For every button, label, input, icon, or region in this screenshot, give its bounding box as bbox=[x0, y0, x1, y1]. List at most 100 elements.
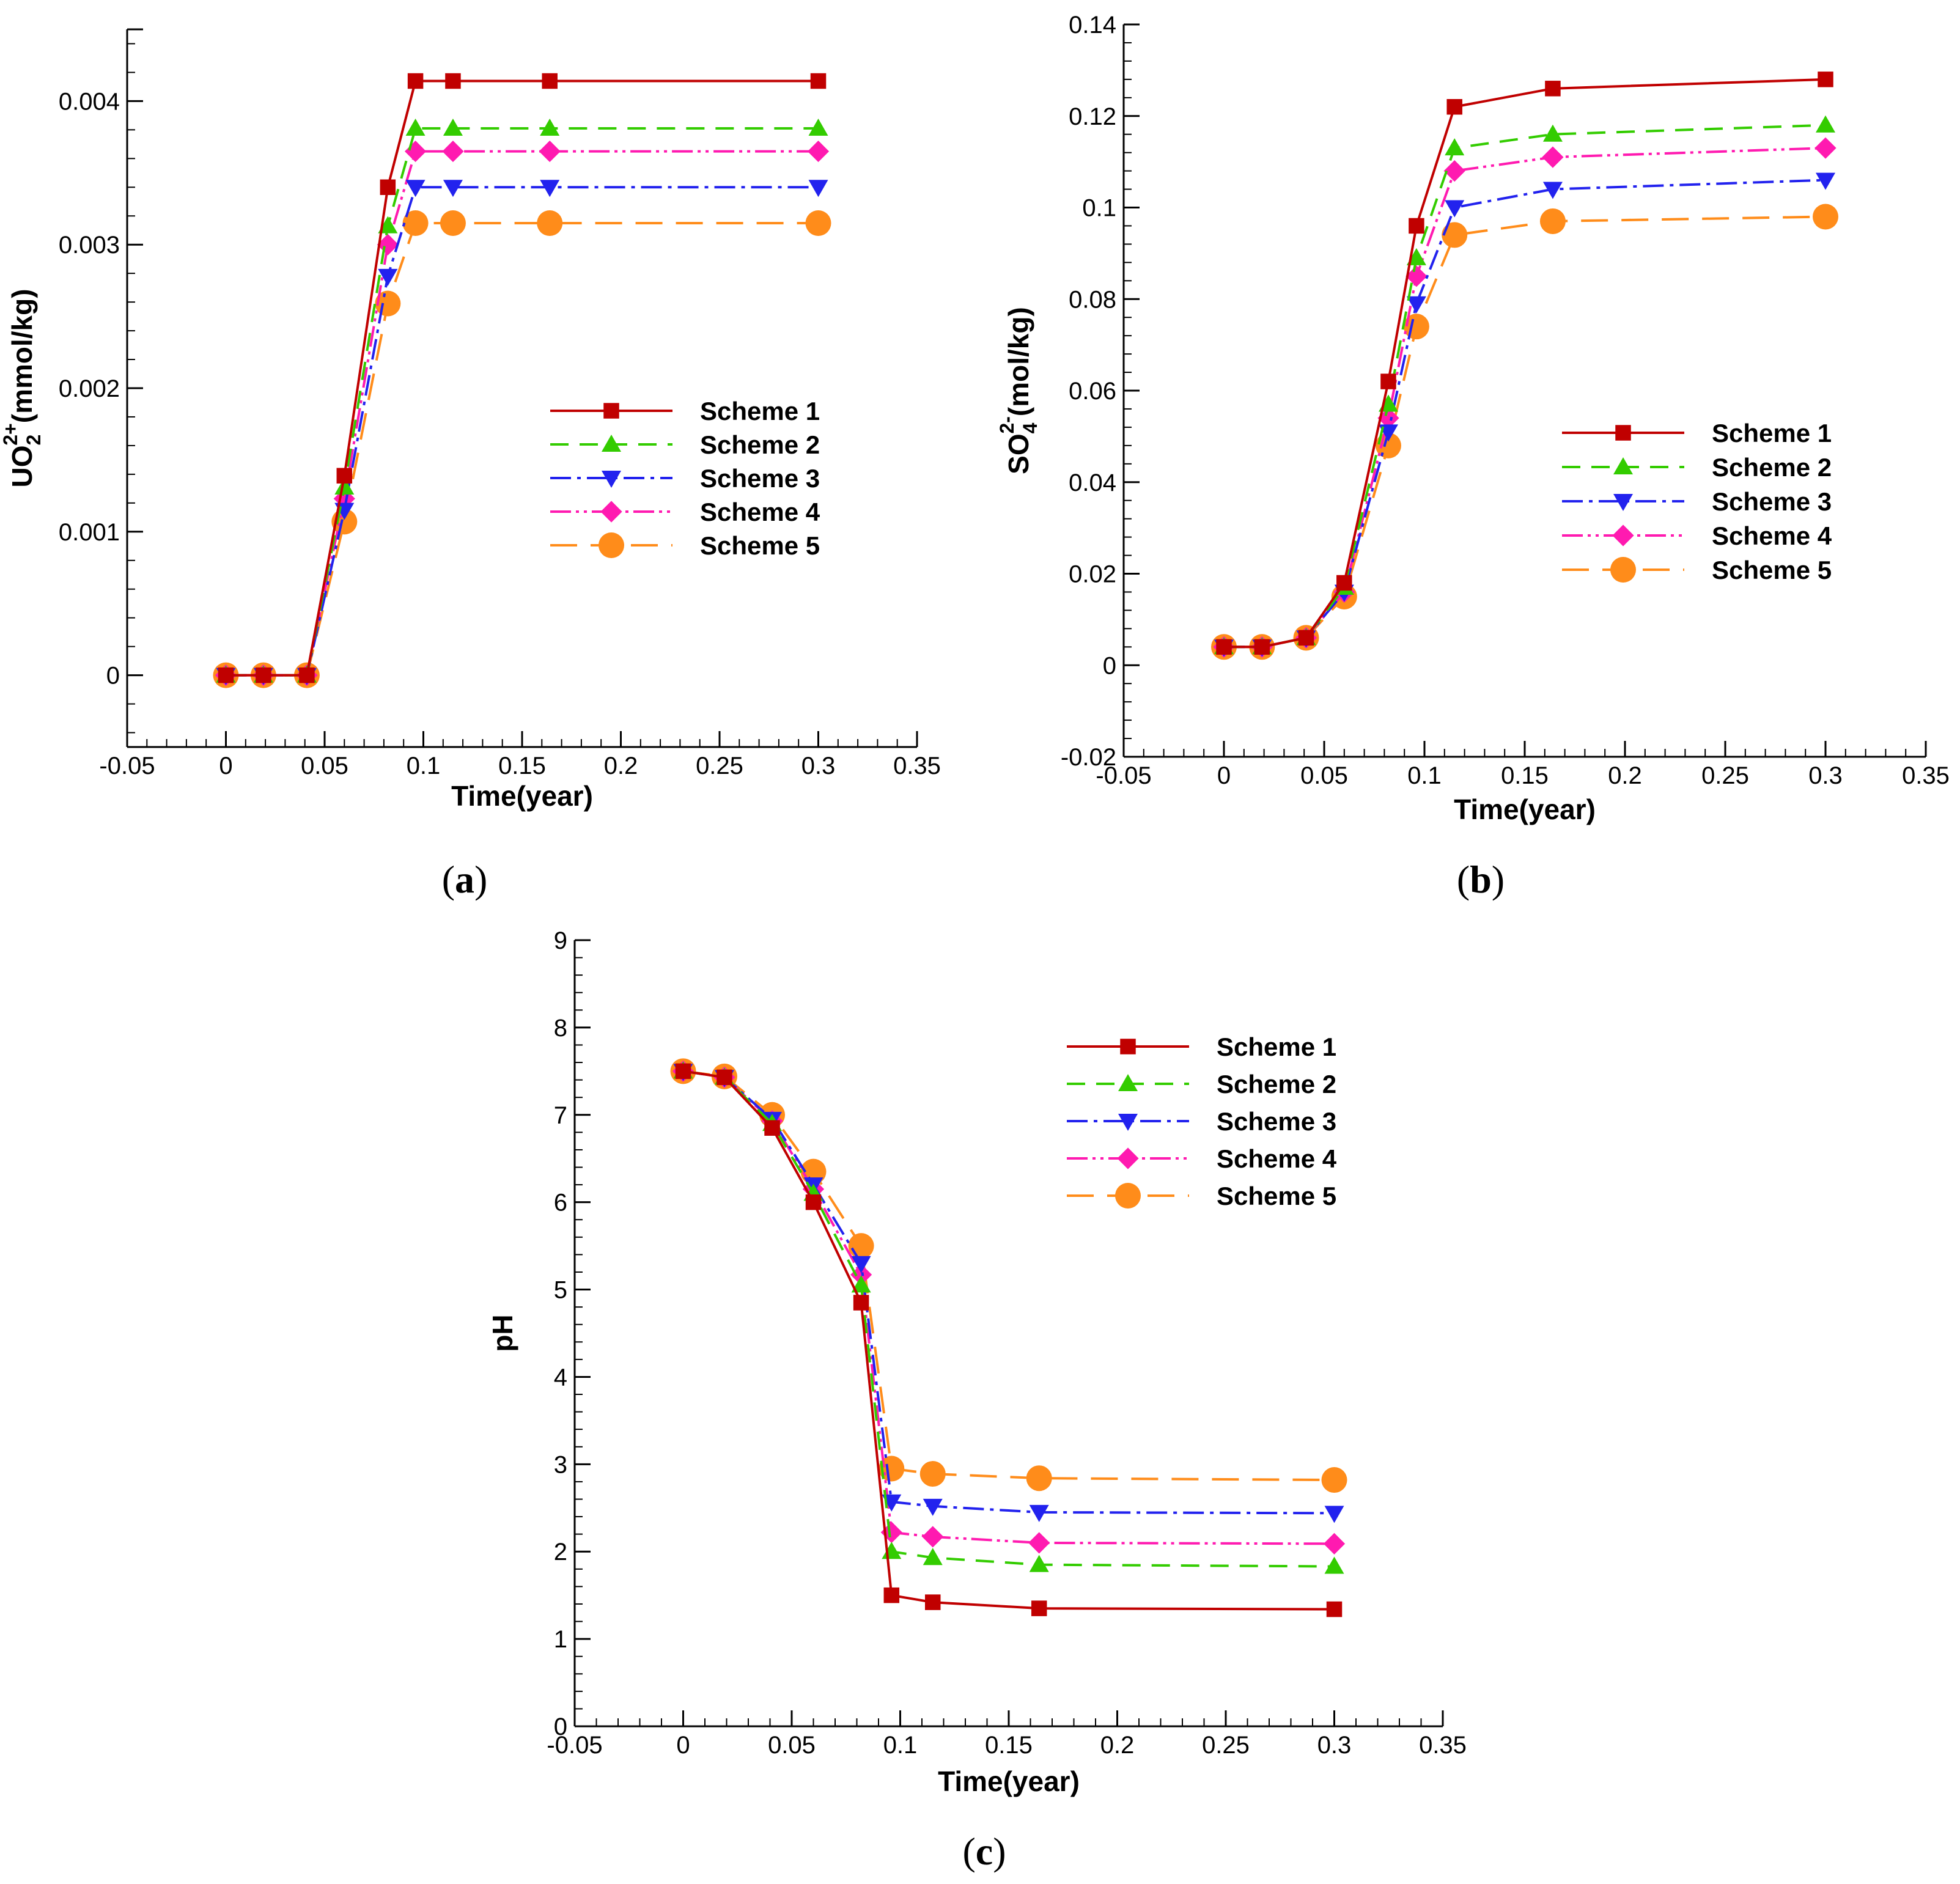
circle-marker bbox=[1610, 557, 1636, 583]
panel-letter: c bbox=[976, 1830, 993, 1873]
legend-item-scheme-4: Scheme 4 bbox=[1067, 1144, 1337, 1173]
panel-paren-open: ( bbox=[962, 1830, 975, 1873]
series-scheme-1 bbox=[1216, 72, 1833, 655]
y-tick-label: 0.002 bbox=[59, 375, 120, 402]
y-title-superscript: 2- bbox=[996, 416, 1018, 433]
legend-item-scheme-1: Scheme 1 bbox=[550, 397, 820, 425]
legend-label: Scheme 4 bbox=[700, 498, 820, 526]
y-tick-label: 0.12 bbox=[1069, 103, 1116, 130]
circle-marker bbox=[1115, 1183, 1141, 1209]
series-scheme-2 bbox=[673, 1061, 1344, 1574]
legend-label: Scheme 5 bbox=[1217, 1182, 1336, 1210]
x-tick-label: -0.05 bbox=[1096, 762, 1151, 789]
legend-label: Scheme 2 bbox=[1712, 453, 1832, 482]
legend-label: Scheme 2 bbox=[1217, 1070, 1336, 1098]
y-title-main: SO bbox=[1003, 433, 1034, 474]
y-title-superscript: 2+ bbox=[0, 423, 21, 445]
panel-paren-open: ( bbox=[1457, 858, 1470, 901]
circle-marker bbox=[919, 1461, 946, 1487]
x-tick-label: 0.3 bbox=[1808, 762, 1843, 789]
legend-label: Scheme 3 bbox=[1217, 1107, 1336, 1136]
diamond-marker bbox=[1323, 1533, 1346, 1555]
y-tick-label: 0 bbox=[1103, 652, 1116, 679]
panel-letter: b bbox=[1470, 858, 1492, 901]
triangle-down-marker bbox=[540, 180, 560, 197]
legend-label: Scheme 4 bbox=[1712, 521, 1832, 550]
triangle-down-marker bbox=[851, 1256, 871, 1273]
series-line bbox=[226, 79, 819, 677]
square-marker bbox=[1380, 373, 1396, 389]
triangle-down-marker bbox=[405, 180, 426, 197]
y-title-units: (mol/kg) bbox=[1003, 307, 1034, 416]
square-marker bbox=[407, 73, 424, 89]
triangle-up-marker bbox=[923, 1548, 943, 1566]
legend-item-scheme-1: Scheme 1 bbox=[1067, 1032, 1336, 1061]
y-tick-label: 0.06 bbox=[1069, 378, 1116, 405]
legend-item-scheme-3: Scheme 3 bbox=[1562, 487, 1832, 516]
y-tick-label: 0.04 bbox=[1069, 469, 1116, 496]
triangle-up-marker bbox=[851, 1275, 871, 1293]
triangle-up-marker bbox=[1816, 115, 1835, 133]
x-tick-label: 0.05 bbox=[301, 752, 348, 779]
panel-paren-open: ( bbox=[442, 858, 455, 901]
y-tick-label: 0.003 bbox=[59, 232, 120, 259]
y-title-subscript: 4 bbox=[1019, 422, 1041, 433]
triangle-down-marker bbox=[602, 471, 621, 488]
y-tick-label: 0.08 bbox=[1069, 286, 1116, 313]
legend-label: Scheme 1 bbox=[1712, 419, 1832, 447]
legend-label: Scheme 5 bbox=[700, 531, 820, 560]
square-marker bbox=[675, 1063, 691, 1080]
diamond-marker bbox=[442, 140, 464, 163]
triangle-down-marker bbox=[443, 180, 463, 197]
y-tick-label: 0.14 bbox=[1069, 12, 1116, 39]
triangle-up-marker bbox=[1029, 1555, 1049, 1572]
legend-item-scheme-3: Scheme 3 bbox=[1067, 1107, 1336, 1136]
square-marker bbox=[380, 179, 396, 196]
y-tick-label: 0 bbox=[106, 663, 120, 690]
legend-item-scheme-5: Scheme 5 bbox=[550, 531, 820, 560]
y-tick-label: 0.02 bbox=[1069, 561, 1116, 588]
square-marker bbox=[1254, 639, 1270, 655]
triangle-up-marker bbox=[602, 435, 621, 452]
y-axis-title: pH bbox=[487, 1314, 518, 1352]
triangle-down-marker bbox=[1324, 1506, 1344, 1523]
triangle-up-marker bbox=[443, 119, 463, 136]
panel-caption: (c) bbox=[962, 1830, 1006, 1873]
diamond-marker bbox=[1814, 137, 1837, 159]
square-marker bbox=[1818, 72, 1833, 87]
y-title-main: pH bbox=[487, 1314, 518, 1352]
circle-marker bbox=[599, 532, 624, 558]
y-tick-label: 4 bbox=[554, 1364, 567, 1391]
square-marker bbox=[1216, 639, 1232, 655]
y-tick-label: -0.02 bbox=[1061, 744, 1116, 771]
x-tick-label: 0.35 bbox=[893, 752, 941, 779]
triangle-down-marker bbox=[923, 1498, 943, 1516]
legend-label: Scheme 2 bbox=[700, 430, 820, 459]
x-tick-label: 0 bbox=[676, 1732, 690, 1759]
square-marker bbox=[925, 1594, 941, 1610]
diamond-marker bbox=[600, 501, 622, 523]
y-title-main: UO bbox=[6, 446, 38, 488]
diamond-marker bbox=[1377, 407, 1399, 429]
y-tick-label: 0 bbox=[554, 1713, 567, 1740]
diamond-marker bbox=[1612, 524, 1634, 546]
circle-marker bbox=[402, 210, 429, 236]
y-tick-label: 7 bbox=[554, 1102, 567, 1129]
square-marker bbox=[445, 73, 461, 89]
triangle-up-marker bbox=[808, 119, 828, 136]
square-marker bbox=[256, 667, 271, 683]
x-tick-label: 0.1 bbox=[883, 1732, 918, 1759]
triangle-up-marker bbox=[405, 119, 426, 136]
y-tick-label: 9 bbox=[554, 927, 567, 954]
panel-paren-close: ) bbox=[474, 858, 487, 901]
square-marker bbox=[336, 468, 353, 484]
x-tick-label: 0.2 bbox=[604, 752, 638, 779]
square-marker bbox=[1409, 218, 1424, 234]
panel-letter: a bbox=[455, 858, 474, 901]
x-tick-label: 0.15 bbox=[985, 1732, 1033, 1759]
triangle-up-marker bbox=[334, 477, 355, 495]
circle-marker bbox=[1442, 222, 1468, 248]
y-tick-label: 0.004 bbox=[59, 88, 120, 115]
triangle-up-marker bbox=[1613, 457, 1633, 474]
square-marker bbox=[1326, 1601, 1343, 1617]
